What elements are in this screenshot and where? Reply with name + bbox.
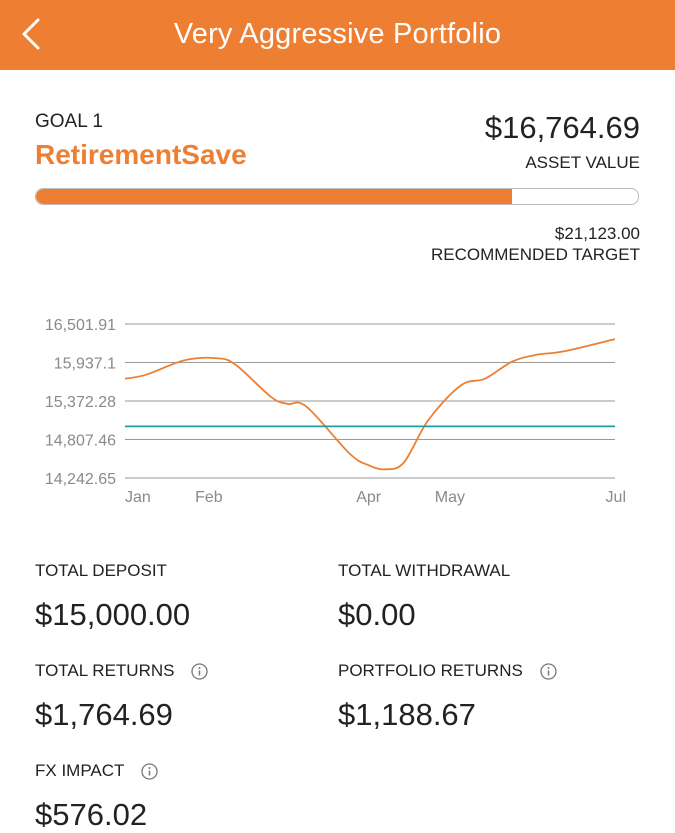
asset-value-series-line [124,338,616,471]
x-tick-label: Jan [125,489,151,506]
goal-progress-fill [36,189,512,204]
page-title: Very Aggressive Portfolio [173,18,502,50]
x-tick-label: Apr [356,489,382,506]
back-button[interactable] [14,12,54,56]
x-tick-label: Jul [606,489,626,506]
fx-impact-value: $576.02 [35,797,148,832]
fx-impact-label: FX IMPACT [35,761,125,780]
total-deposit-label: TOTAL DEPOSIT [35,561,167,580]
total-withdrawal-value: $0.00 [338,597,416,632]
app-header: Very Aggressive Portfolio [0,0,675,70]
goal-number-label: GOAL 1 [35,111,103,132]
info-icon[interactable] [191,662,209,680]
y-tick-label: 16,501.91 [45,317,116,334]
info-icon[interactable] [540,662,557,680]
chevron-left-icon [22,18,40,50]
x-tick-label: May [435,489,465,506]
asset-value-label: ASSET VALUE [525,153,640,172]
asset-value-line-chart: 16,501.91 15,937.1 15,372.28 14,807.46 14,24… [45,317,626,506]
portfolio-returns-label: PORTFOLIO RETURNS [338,661,523,680]
info-icon[interactable] [141,762,159,780]
y-tick-label: 14,807.46 [45,433,116,450]
y-tick-label: 15,372.28 [45,394,116,411]
total-deposit-stat: TOTAL DEPOSIT $15,000.00 [35,561,190,633]
total-returns-stat: TOTAL RETURNS $1,764.69 [35,661,209,733]
y-tick-label: 14,242.65 [45,471,116,488]
portfolio-returns-stat: PORTFOLIO RETURNS $1,188.67 [338,661,557,733]
target-value: $21,123.00 [554,224,640,243]
goal-name: RetirementSave [35,139,247,170]
y-tick-label: 15,937.1 [54,356,116,373]
total-returns-value: $1,764.69 [35,697,173,732]
total-returns-label: TOTAL RETURNS [35,661,175,680]
x-tick-label: Feb [195,489,223,506]
total-withdrawal-stat: TOTAL WITHDRAWAL $0.00 [338,561,510,633]
portfolio-returns-value: $1,188.67 [338,697,476,732]
fx-impact-stat: FX IMPACT $576.02 [35,761,159,833]
goal-progress-bar [35,188,639,205]
target-label: RECOMMENDED TARGET [430,245,640,264]
total-withdrawal-label: TOTAL WITHDRAWAL [338,561,511,580]
total-deposit-value: $15,000.00 [35,597,191,632]
asset-value: $16,764.69 [484,110,640,145]
